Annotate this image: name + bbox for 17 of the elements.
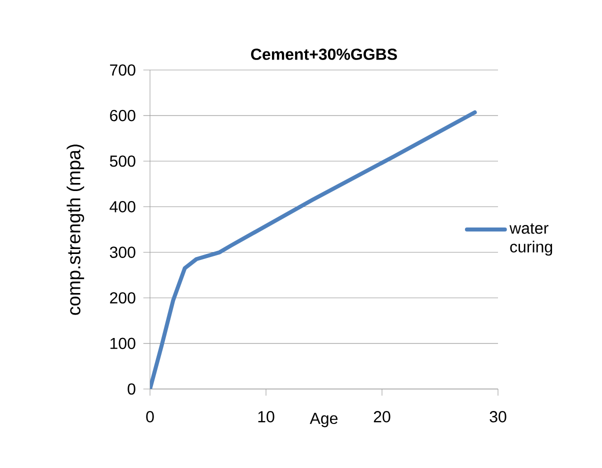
y-tick-label: 600 (110, 110, 136, 122)
x-tick-label: 10 (258, 411, 274, 422)
legend-label: water curing (510, 223, 552, 256)
y-tick-label: 200 (110, 292, 136, 304)
y-tick-label: 100 (110, 338, 136, 350)
x-tick-label: 30 (490, 411, 506, 422)
y-axis-title: comp.strength (mpa) (66, 144, 84, 315)
y-tick-label: 700 (110, 64, 136, 76)
y-tick-label: 400 (110, 201, 136, 212)
x-tick-label: 0 (146, 411, 154, 422)
y-tick-label: 300 (110, 246, 136, 258)
x-axis-title: Age (310, 412, 338, 428)
line-series (150, 110, 477, 389)
y-tick-label: 500 (110, 155, 136, 167)
y-tick-label: 0 (128, 383, 136, 395)
x-tick-label: 20 (374, 411, 390, 422)
chart-title: Cement+30%GGBS (251, 48, 397, 60)
